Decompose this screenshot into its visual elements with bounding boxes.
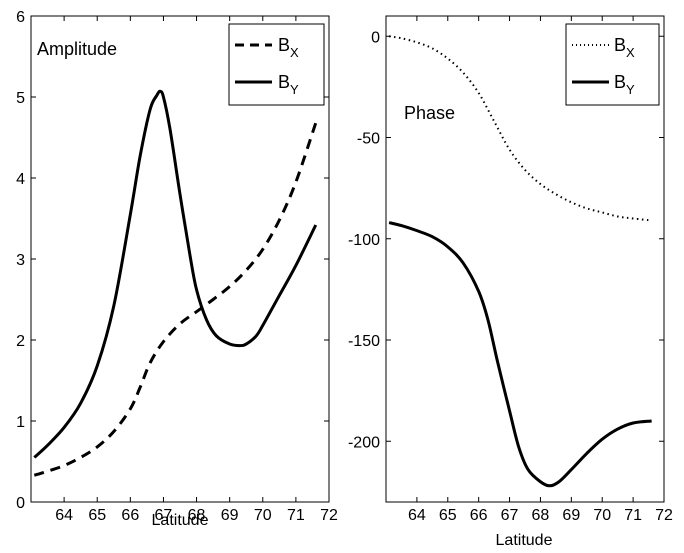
amplitude-y-ticks: 0 1 2 3 4 5 6 [16, 9, 329, 512]
amplitude-legend-box [228, 23, 325, 106]
amplitude-series-line-by [33, 89, 318, 459]
phase-legend-by-label: BY [614, 72, 635, 97]
amplitude-x-axis-label: Latitude [152, 512, 209, 529]
amplitude-x-tick-label-70: 70 [254, 507, 272, 524]
amplitude-x-tick-label-67: 67 [155, 507, 173, 524]
amplitude-y-tick-label-3: 3 [16, 252, 25, 269]
phase-series-line-bx [388, 35, 652, 222]
amplitude-legend-bx-label: BX [278, 35, 299, 60]
phase-x-axis-label: Latitude [496, 532, 553, 549]
amplitude-y-tick-label-0: 0 [16, 495, 25, 512]
amplitude-annotation: Amplitude [37, 39, 117, 59]
amplitude-x-tick-label-68: 68 [188, 507, 206, 524]
amplitude-series-line-bx [33, 122, 318, 477]
phase-y-tick-label-100: -100 [348, 232, 380, 249]
phase-legend: BX BY [565, 23, 660, 106]
phase-series-line-by [388, 221, 652, 488]
phase-panel: 0 -50 -100 -150 -200 64 65 66 67 68 69 70 71 72 Phas… [348, 15, 673, 549]
amplitude-y-tick-label-5: 5 [16, 90, 25, 107]
phase-y-tick-label-150: -150 [348, 333, 380, 350]
amplitude-x-tick-label-65: 65 [88, 507, 106, 524]
phase-x-tick-label-64: 64 [408, 507, 426, 524]
amplitude-x-tick-label-64: 64 [55, 507, 73, 524]
phase-x-tick-label-70: 70 [593, 507, 611, 524]
amplitude-x-tick-label-69: 69 [221, 507, 239, 524]
amplitude-x-ticks: 64 65 66 67 68 69 70 71 72 [55, 16, 338, 524]
phase-y-tick-label-200: -200 [348, 434, 380, 451]
phase-y-tick-label-0: 0 [371, 29, 380, 46]
phase-x-tick-label-66: 66 [470, 507, 488, 524]
phase-x-tick-label-65: 65 [439, 507, 457, 524]
amplitude-legend-by-label: BY [278, 72, 299, 97]
amplitude-x-tick-label-71: 71 [287, 507, 305, 524]
phase-x-tick-label-69: 69 [562, 507, 580, 524]
phase-legend-box [565, 23, 660, 106]
amplitude-legend: BX BY [228, 23, 325, 106]
amplitude-y-tick-label-6: 6 [16, 9, 25, 26]
phase-y-tick-label-50: -50 [357, 131, 380, 148]
phase-x-ticks: 64 65 66 67 68 69 70 71 72 [408, 16, 673, 524]
phase-series-lines [388, 35, 652, 488]
phase-legend-bx-label: BX [614, 35, 635, 60]
amplitude-y-tick-label-1: 1 [16, 414, 25, 431]
phase-x-tick-label-68: 68 [532, 507, 550, 524]
phase-x-tick-label-72: 72 [655, 507, 673, 524]
phase-y-ticks: 0 -50 -100 -150 -200 [348, 29, 664, 451]
amplitude-y-tick-label-2: 2 [16, 333, 25, 350]
amplitude-series-lines [33, 89, 318, 477]
phase-annotation: Phase [404, 103, 455, 123]
amplitude-panel: 0 1 2 3 4 5 6 64 65 66 67 68 69 70 71 72 Amplitude Lat… [16, 9, 338, 529]
amplitude-x-tick-label-72: 72 [320, 507, 338, 524]
phase-x-tick-label-67: 67 [501, 507, 519, 524]
amplitude-x-tick-label-66: 66 [121, 507, 139, 524]
amplitude-y-tick-label-4: 4 [16, 171, 25, 188]
phase-x-tick-label-71: 71 [624, 507, 642, 524]
